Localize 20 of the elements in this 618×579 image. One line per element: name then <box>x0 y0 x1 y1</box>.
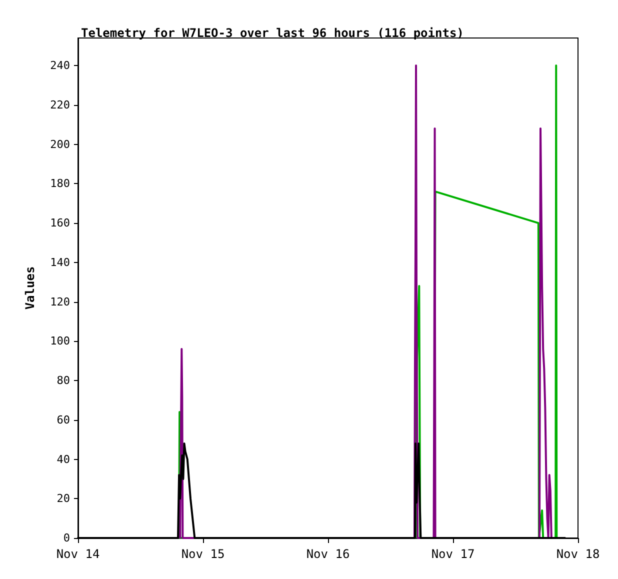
y-tick-label: 20 <box>56 492 70 506</box>
y-axis-title: Values <box>23 266 37 310</box>
y-tick-label: 120 <box>50 295 70 308</box>
y-tick-label: 220 <box>50 98 70 112</box>
x-tick-label: Nov 16 <box>306 547 350 561</box>
chart-title: Telemetry for W7LEO-3 over last 96 hours (116 points) <box>81 26 464 40</box>
x-tick-label: Nov 15 <box>181 547 225 561</box>
y-tick-label: 60 <box>56 413 70 426</box>
y-tick-label: 180 <box>50 177 70 190</box>
y-tick-label: 240 <box>50 59 70 72</box>
y-tick-label: 100 <box>50 334 70 348</box>
x-tick-label: Nov 17 <box>431 547 475 561</box>
x-tick-label: Nov 14 <box>56 547 100 561</box>
y-tick-label: 160 <box>50 216 70 230</box>
y-tick-label: 200 <box>50 138 70 151</box>
y-tick-label: 40 <box>56 452 70 466</box>
y-tick-label: 0 <box>63 532 70 544</box>
y-tick-label: 80 <box>56 374 70 388</box>
y-tick-label: 140 <box>50 256 70 269</box>
x-tick-label: Nov 18 <box>556 547 600 561</box>
